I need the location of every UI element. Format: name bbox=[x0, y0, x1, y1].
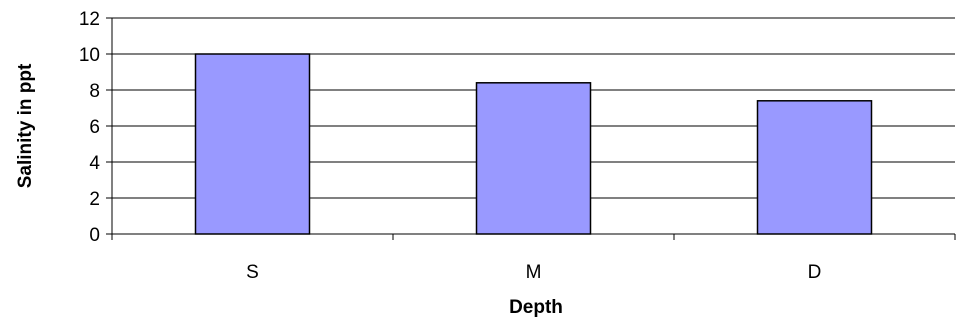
bar-S bbox=[194, 53, 311, 235]
y-tick-label-12: 12 bbox=[79, 9, 100, 30]
y-tick-label-4: 4 bbox=[89, 153, 100, 174]
bars bbox=[194, 53, 873, 235]
bar-D bbox=[756, 100, 873, 235]
y-tick-label-10: 10 bbox=[79, 45, 100, 66]
x-tick-label-M: M bbox=[526, 262, 542, 283]
y-tick-label-6: 6 bbox=[89, 117, 100, 138]
y-axis-title: Salinity in ppt bbox=[15, 63, 36, 188]
bar-M bbox=[475, 82, 592, 235]
x-axis-title: Depth bbox=[509, 297, 563, 318]
y-tick-label-0: 0 bbox=[89, 225, 100, 246]
tick-labels: 0 2 4 6 8 10 12 S M D bbox=[79, 9, 822, 283]
y-tick-label-8: 8 bbox=[89, 81, 100, 102]
axes bbox=[106, 17, 956, 240]
x-tick-label-S: S bbox=[246, 262, 259, 283]
y-tick-label-2: 2 bbox=[89, 189, 100, 210]
x-tick-label-D: D bbox=[808, 262, 822, 283]
